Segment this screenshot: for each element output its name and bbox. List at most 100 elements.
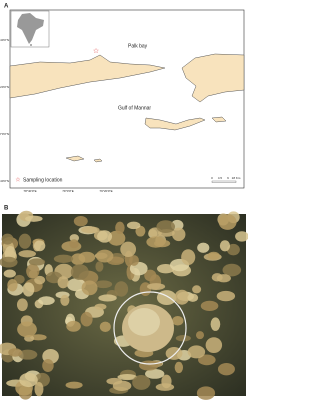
coral-polyp bbox=[17, 321, 37, 338]
coral-polyp bbox=[38, 296, 55, 306]
island bbox=[65, 155, 85, 162]
coral-polyp bbox=[172, 227, 186, 242]
coral-polyp bbox=[3, 269, 16, 278]
coral-polyp bbox=[30, 334, 47, 341]
highlight-circle bbox=[113, 291, 187, 365]
scale-label: 0 bbox=[211, 176, 213, 180]
coral-polyp bbox=[197, 242, 210, 253]
coral-polyp bbox=[19, 372, 38, 388]
coral-polyp bbox=[106, 377, 123, 385]
coral-polyp bbox=[81, 280, 98, 296]
island-chain bbox=[144, 117, 206, 131]
coral-polyp bbox=[98, 294, 117, 302]
coral-polyp bbox=[65, 381, 83, 389]
island bbox=[93, 158, 103, 163]
coral-polyp bbox=[218, 214, 237, 230]
coral-polyp bbox=[196, 386, 216, 400]
coral-polyp bbox=[195, 331, 205, 340]
india-shape bbox=[17, 13, 44, 44]
coral-polyp bbox=[216, 290, 236, 302]
lat-tick-label: 9°40'0"N bbox=[0, 38, 9, 42]
coral-polyp bbox=[53, 254, 74, 264]
coral-polyp bbox=[60, 294, 70, 306]
coral-polyp bbox=[71, 253, 86, 266]
coral-polyp bbox=[222, 263, 242, 277]
coral-polyp bbox=[14, 274, 25, 284]
coral-polyp bbox=[69, 239, 79, 249]
coral-polyp bbox=[95, 261, 104, 272]
coral-polyp bbox=[145, 368, 165, 379]
coral-polyp bbox=[16, 298, 28, 312]
place-label: Gulf of Mannar bbox=[118, 105, 151, 111]
coral-polyp bbox=[235, 231, 248, 242]
coral-polyp bbox=[18, 349, 38, 360]
coral-polyp bbox=[22, 282, 35, 297]
coral-polyp bbox=[66, 278, 86, 292]
legend-label: Sampling location bbox=[23, 177, 63, 183]
coral-polyp bbox=[94, 303, 107, 310]
coral-polyp bbox=[34, 381, 44, 397]
lat-tick-label: 9°0'0"N bbox=[0, 132, 9, 136]
coral-polyp bbox=[219, 240, 231, 252]
coral-polyp bbox=[117, 374, 138, 381]
coral-polyp bbox=[146, 236, 166, 248]
coral-polyp bbox=[95, 249, 114, 263]
inset-island bbox=[30, 44, 32, 46]
coral-texture bbox=[0, 210, 248, 400]
sampling-star: ☆ bbox=[93, 47, 99, 55]
lon-tick-label: 78°40'0"E bbox=[23, 189, 36, 193]
scale-label: 18 Km bbox=[232, 176, 241, 180]
lat-tick-label: 8°40'0"N bbox=[0, 179, 9, 183]
coral-polyp bbox=[107, 230, 126, 246]
coral-polyp bbox=[217, 362, 235, 376]
legend-star: ☆ bbox=[15, 177, 20, 184]
coral-polyp bbox=[198, 354, 216, 366]
coral-polyp bbox=[73, 215, 88, 227]
place-label: Palk bay bbox=[128, 43, 148, 49]
coral-polyp bbox=[174, 361, 184, 374]
coral-polyp bbox=[25, 215, 43, 222]
coral-polyp bbox=[156, 263, 175, 274]
lon-tick-label: 79°0'0"E bbox=[62, 189, 74, 193]
coral-polyp bbox=[174, 289, 190, 305]
island bbox=[211, 116, 227, 123]
coral-polyp bbox=[181, 249, 196, 266]
panel-label: B bbox=[4, 206, 9, 212]
coral-polyp bbox=[42, 358, 54, 372]
coral-polyp bbox=[156, 220, 176, 234]
lon-tick-label: 79°20'0"E bbox=[99, 189, 112, 193]
scale-label: 4.5 bbox=[218, 176, 223, 180]
coral-polyp bbox=[80, 226, 100, 234]
coral-polyp bbox=[205, 337, 223, 354]
coral-polyp bbox=[99, 321, 111, 333]
coral-polyp bbox=[187, 345, 206, 359]
coral-polyp bbox=[135, 225, 146, 237]
coral-polyp bbox=[66, 320, 81, 332]
coral-polyp bbox=[207, 251, 220, 260]
scale-rect bbox=[211, 180, 237, 183]
coral-polyp bbox=[70, 264, 89, 280]
landmass-east bbox=[181, 53, 245, 103]
coral-polyp bbox=[1, 233, 14, 245]
coral-polyp bbox=[33, 240, 46, 252]
coral-polyp bbox=[120, 241, 137, 257]
coral-polyp bbox=[172, 315, 184, 326]
scale-bar: 0 4.5 9 18 Km bbox=[211, 176, 241, 183]
coral-polyp bbox=[200, 300, 219, 311]
coral-polyp bbox=[80, 311, 93, 327]
coral-polyp bbox=[57, 276, 69, 289]
landmass-west bbox=[9, 54, 166, 99]
coral-polyp bbox=[187, 293, 199, 302]
coral-polyp bbox=[8, 348, 23, 357]
coral-polyp bbox=[216, 274, 231, 283]
coral-polyp bbox=[28, 258, 46, 266]
coral-polyp bbox=[94, 280, 113, 289]
panel-label: A bbox=[4, 4, 9, 10]
coral-polyp bbox=[18, 250, 36, 258]
coral-polyp bbox=[226, 243, 240, 256]
lat-tick-label: 9°20'0"N bbox=[0, 85, 9, 89]
coral-polyp bbox=[34, 275, 46, 285]
coral-polyp bbox=[210, 317, 221, 331]
coral-polyp bbox=[175, 335, 191, 342]
coral-polyp bbox=[161, 374, 172, 389]
